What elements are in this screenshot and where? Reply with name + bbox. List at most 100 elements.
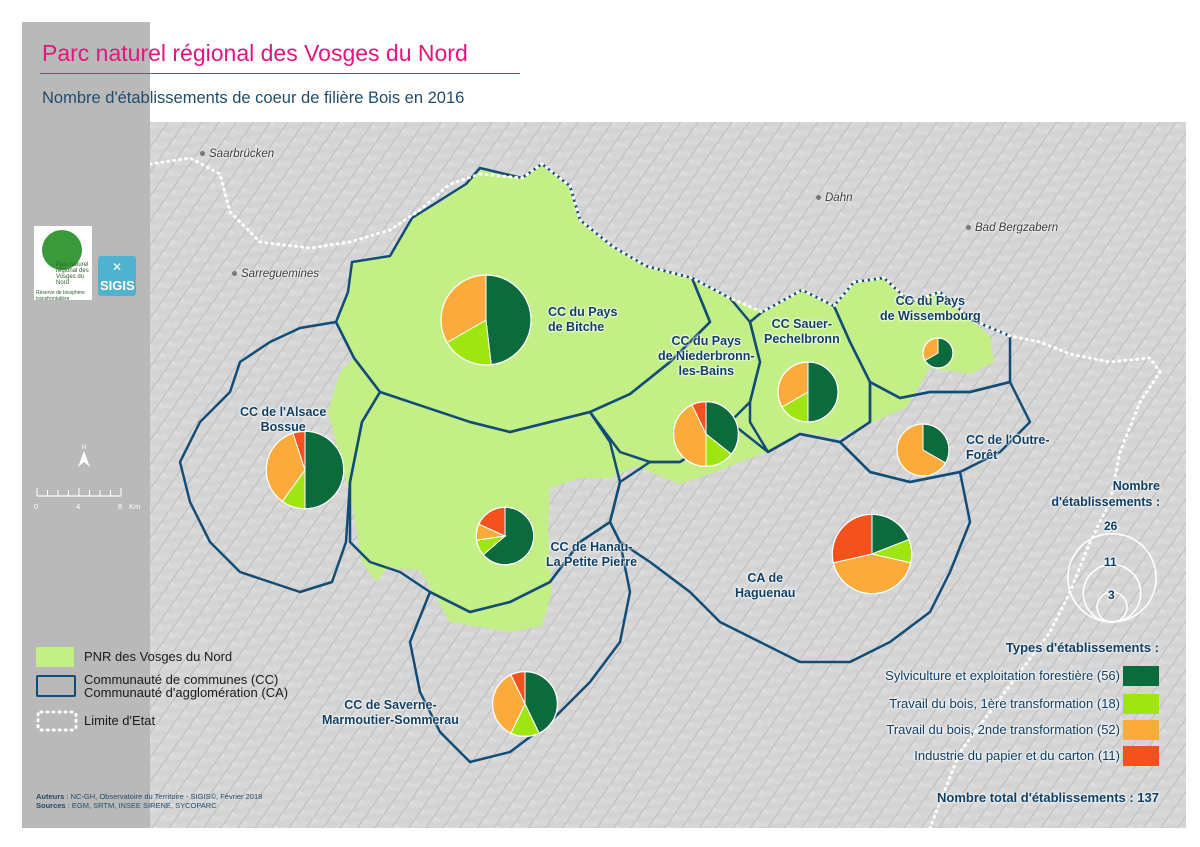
pie-outline — [777, 361, 839, 423]
map-canvas[interactable] — [150, 122, 1186, 828]
boundary-saverne — [408, 520, 632, 764]
map-svg — [150, 122, 1186, 828]
sidebar-panel — [22, 22, 150, 828]
epci-label-sauer: CC Sauer- Pechelbronn — [764, 317, 840, 347]
city-label: Saarbrücken — [209, 148, 275, 160]
sigis-logo: ✕ SIGIS — [98, 256, 136, 296]
legend-state-label: Limite d'Etat — [84, 713, 156, 728]
epci-label-line: CC de l'Outre- — [966, 433, 1050, 447]
epci-label-line: de Wissembourg — [880, 309, 981, 323]
epci-label-line: de Niederbronn- — [658, 349, 755, 363]
pie-chart — [440, 274, 532, 366]
map-subtitle: Nombre d'établissements de coeur de fili… — [42, 89, 465, 107]
size-legend-title-line: Nombre — [1112, 479, 1160, 493]
state-boundary-west — [150, 156, 482, 250]
pie-chart — [831, 513, 913, 595]
scale-tick-8: 8 — [118, 502, 123, 511]
epci-label-haguenau: CA de Haguenau — [735, 571, 795, 601]
parc-logo: Parc naturel régional des Vosges du Nord… — [34, 226, 92, 302]
pie-chart — [777, 361, 839, 423]
type-swatch-bois1 — [1123, 694, 1159, 714]
epci-label-wissembourg: CC du Pays de Wissembourg — [880, 294, 981, 324]
pie-chart — [491, 670, 559, 738]
type-label-sylviculture: Sylviculture et exploitation forestière … — [885, 668, 1120, 683]
epci-label-line: CC du Pays — [548, 305, 618, 319]
epci-label-line: CC Sauer- — [771, 317, 833, 331]
sigis-logo-text: SIGIS — [100, 278, 135, 293]
type-label-papier: Industrie du papier et du carton (11) — [914, 748, 1120, 763]
pie-chart — [922, 337, 954, 369]
credits: Auteurs : NC-GH, Observatoire du Territo… — [36, 792, 262, 810]
epci-label-line: Pechelbronn — [764, 332, 840, 346]
legend-pnr-label: PNR des Vosges du Nord — [84, 649, 233, 664]
north-arrow: N — [78, 445, 90, 469]
north-arrow-label: N — [81, 445, 87, 451]
pie-outline — [672, 400, 740, 468]
credits-authors-text: : NC-GH, Observatoire du Territoire - SI… — [64, 792, 263, 801]
legend-cc-line2: Communauté d'agglomération (CA) — [84, 685, 289, 700]
pie-outline — [265, 430, 345, 510]
city-sarreguemines: Sarreguemines — [232, 268, 319, 280]
city-dot — [816, 195, 821, 201]
types-legend-title: Types d'établissements : — [1005, 640, 1159, 655]
legend-state-swatch — [36, 710, 78, 732]
epci-label-niederbronn: CC du Pays de Niederbronn- les-Bains — [658, 334, 755, 379]
epci-label-line: Marmoutier-Sommerau — [322, 713, 459, 727]
size-legend-title-line: d'établissements : — [1051, 495, 1160, 509]
epci-label-line: de Bitche — [548, 320, 605, 334]
epci-label-line: CA de — [747, 571, 784, 585]
epci-label-alsace-bossue: CC de l'Alsace Bossue — [240, 405, 326, 435]
epci-label-line: La Petite Pierre — [546, 555, 638, 569]
parc-logo-band: Réserve de biosphère transfrontalière — [36, 290, 85, 302]
epci-label-line: CC de l'Alsace — [240, 405, 327, 419]
pie-chart — [896, 423, 950, 477]
scale-bar: 0 4 8 Km — [34, 484, 142, 514]
size-legend-circle — [1096, 591, 1128, 623]
parc-logo-mark — [42, 230, 82, 270]
pie-chart — [475, 506, 535, 566]
legend-pnr-swatch — [36, 647, 74, 667]
epci-label-line: CC de Hanau- — [550, 540, 633, 554]
type-label-bois1: Travail du bois, 1ère transformation (18… — [889, 696, 1120, 711]
size-legend-value-11: 11 — [1104, 555, 1117, 569]
city-dahn: Dahn — [816, 192, 853, 204]
scale-bar-graphic — [36, 488, 122, 497]
pie-charts — [265, 274, 954, 738]
map-title: Parc naturel régional des Vosges du Nord — [42, 40, 468, 66]
city-label: Dahn — [825, 192, 853, 204]
pie-chart — [265, 430, 345, 510]
parc-logo-text: Parc naturel régional des Vosges du Nord — [56, 262, 89, 286]
city-saarbrucken: Saarbrücken — [200, 148, 274, 160]
city-dot — [200, 151, 205, 157]
epci-label-line: Haguenau — [735, 586, 796, 600]
epci-label-bitche: CC du Pays de Bitche — [548, 305, 617, 335]
pie-outline — [491, 670, 559, 738]
pie-outline — [896, 423, 950, 477]
scale-tick-4: 4 — [76, 502, 81, 511]
pie-outline — [831, 513, 913, 595]
state-boundary-north — [478, 162, 1162, 828]
legend-cc-label: Communauté de communes (CC) Communauté d… — [84, 673, 288, 699]
type-label-bois2: Travail du bois, 2nde transformation (52… — [886, 722, 1120, 737]
city-dot — [966, 225, 971, 231]
type-swatch-bois2 — [1123, 720, 1159, 740]
epci-label-line: CC du Pays — [671, 334, 741, 348]
epci-label-line: CC de Saverne- — [344, 698, 437, 712]
legend-cc-swatch — [36, 675, 76, 697]
pie-outline — [922, 337, 954, 369]
title-divider — [40, 73, 520, 74]
epci-label-line: Forêt — [966, 448, 998, 462]
city-label: Sarreguemines — [241, 268, 319, 280]
epci-label-saverne: CC de Saverne- Marmoutier-Sommerau — [322, 698, 459, 728]
credits-authors-label: Auteurs — [36, 792, 65, 801]
credits-sources: Sources : EGM, SRTM, INSEE SIRENE, SYCOP… — [36, 801, 262, 810]
city-dot — [232, 271, 237, 277]
pie-outline — [440, 274, 532, 366]
pie-chart — [672, 400, 740, 468]
city-label: Bad Bergzabern — [975, 222, 1059, 234]
size-legend-title: Nombre d'établissements : — [1051, 478, 1160, 510]
size-legend-value-26: 26 — [1104, 519, 1118, 533]
epci-label-line: Bossue — [260, 420, 306, 434]
scale-tick-0: 0 — [34, 502, 39, 511]
size-legend-value-3: 3 — [1108, 588, 1115, 602]
